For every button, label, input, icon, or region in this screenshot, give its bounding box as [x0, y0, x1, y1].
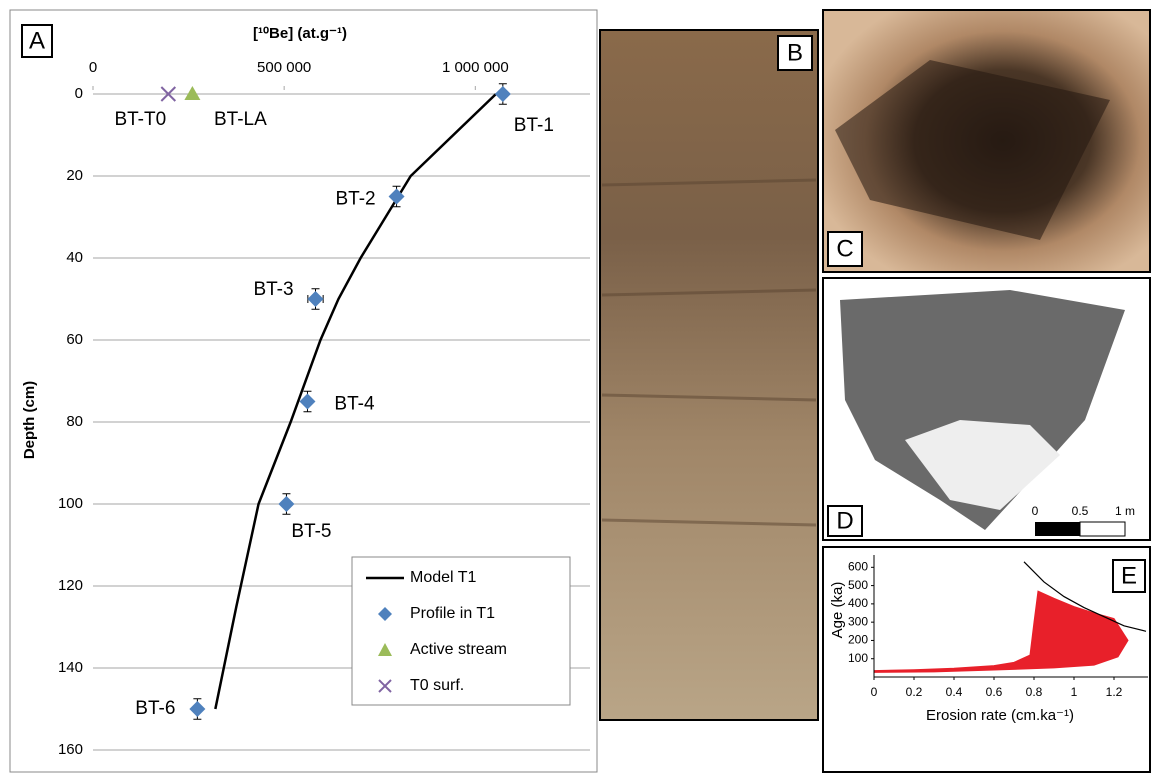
y-tick-label: 160 [58, 741, 83, 758]
y-tick-label: 0 [75, 85, 83, 102]
point [278, 496, 295, 512]
x-tick-label: 0.2 [906, 685, 923, 699]
panel-label: A [29, 27, 45, 54]
point [299, 393, 316, 410]
point [494, 86, 511, 102]
y-tick-label: 100 [848, 651, 868, 665]
pit [835, 60, 1110, 240]
y-tick-label: 200 [848, 633, 868, 647]
legend-label: T0 surf. [410, 677, 464, 694]
point-label: BT-4 [334, 394, 375, 415]
legend-label: Active stream [410, 641, 507, 658]
x-tick-label: 0.8 [1026, 685, 1043, 699]
scale-label: 0.5 [1072, 504, 1089, 518]
legend-box [351, 556, 571, 706]
point-cloud [873, 590, 1129, 673]
legend-swatch [378, 679, 392, 693]
y-tick-label: 20 [66, 167, 83, 184]
panel-label: C [836, 235, 853, 262]
x-tick-label: 0.6 [986, 685, 1003, 699]
y-axis-label: Depth (cm) [21, 381, 38, 459]
chart-a: A [¹⁰Be] (at.g⁻¹) Depth (cm) 0 20 40 60 80 100 12… [21, 24, 590, 758]
legend-label: Model T1 [410, 569, 477, 586]
point [307, 291, 324, 307]
x-tick-label: 500 000 [257, 59, 311, 76]
scale-label: 1 m [1115, 504, 1135, 518]
chart-e: 0 0.2 0.4 0.6 0.8 1 1.2 100 200 300 400 500 600 Erosi… [829, 555, 1148, 724]
label-box [1112, 559, 1146, 593]
model-line [214, 93, 497, 710]
scale-label: 0 [1032, 504, 1039, 518]
point [184, 86, 201, 100]
point-label: BT-3 [253, 279, 293, 300]
envelope-line [1023, 561, 1147, 632]
point-label: BT-2 [335, 189, 375, 210]
point [189, 701, 206, 717]
point-label: BT-5 [291, 521, 331, 542]
x-axis-label: Erosion rate (cm.ka⁻¹) [926, 707, 1074, 724]
y-tick-label: 140 [58, 659, 83, 676]
panel-label: B [787, 39, 803, 66]
y-tick-label: 600 [848, 559, 868, 573]
x-tick-label: 0.4 [946, 685, 963, 699]
panel-label: E [1121, 562, 1137, 589]
point-label: BT-T0 [114, 109, 166, 130]
legend-swatch [378, 607, 392, 621]
photo-b-layers [601, 178, 817, 527]
y-tick-label: 60 [66, 331, 83, 348]
legend-label: Profile in T1 [410, 605, 495, 622]
label-box [777, 35, 813, 71]
y-tick-label: 100 [58, 495, 83, 512]
y-tick-label: 80 [66, 413, 83, 430]
x-tick-label: 0 [871, 685, 878, 699]
label-box [827, 505, 863, 537]
label-box [827, 231, 863, 267]
pit-floor [905, 420, 1060, 510]
legend-swatch [378, 643, 392, 656]
photo-b [599, 29, 819, 721]
scale-bar [1079, 521, 1126, 537]
pit-model [840, 290, 1125, 530]
x-tick-label: 0 [89, 59, 97, 76]
scale-bar [1035, 522, 1080, 536]
y-tick-label: 400 [848, 596, 868, 610]
point [160, 86, 177, 102]
point-label: BT-6 [135, 698, 175, 719]
x-tick-label: 1 000 000 [442, 59, 509, 76]
x-tick-label: 1 [1071, 685, 1078, 699]
x-tick-label: 1.2 [1106, 685, 1123, 699]
y-tick-label: 120 [58, 577, 83, 594]
point-label: BT-1 [514, 115, 554, 136]
label-box [21, 24, 53, 58]
y-tick-label: 500 [848, 578, 868, 592]
y-tick-label: 40 [66, 249, 83, 266]
x-axis-label: [¹⁰Be] (at.g⁻¹) [253, 25, 347, 42]
y-axis-label: Age (ka) [829, 582, 846, 639]
y-tick-label: 300 [848, 614, 868, 628]
panel-label: D [836, 507, 853, 534]
point [388, 188, 405, 205]
point-label: BT-LA [214, 109, 267, 130]
